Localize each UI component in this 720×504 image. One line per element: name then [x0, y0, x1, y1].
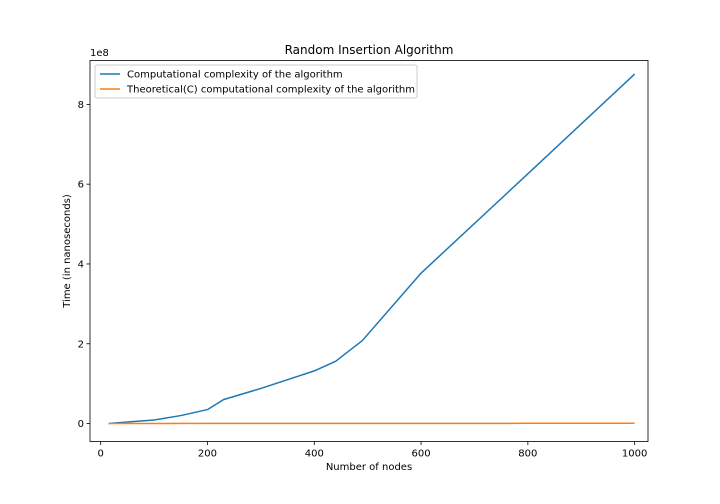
x-tick-label: 800 [518, 449, 537, 460]
chart-title: Random Insertion Algorithm [285, 43, 454, 57]
legend: Computational complexity of the algorith… [94, 64, 418, 99]
plot-area: 0 200 400 600 800 1000 0 2 4 6 8 [78, 73, 647, 460]
y-tick-label: 4 [78, 259, 84, 270]
x-tick-label: 1000 [622, 449, 647, 460]
legend-entry-series-0: Computational complexity of the algorith… [127, 70, 343, 81]
legend-entry-series-1: Theoretical(C) computational complexity … [126, 85, 415, 96]
plot-frame [89, 60, 649, 442]
x-axis-label: Number of nodes [326, 462, 412, 473]
x-tick-label: 0 [97, 449, 103, 460]
y-axis-label: Time (in nanoseconds) [62, 194, 73, 309]
x-tick-label: 400 [305, 449, 324, 460]
x-tick-label: 200 [198, 449, 217, 460]
series-line-0 [108, 73, 636, 425]
y-offset-label: 1e8 [90, 48, 109, 59]
y-tick-label: 2 [78, 339, 84, 350]
y-tick-label: 8 [78, 100, 84, 111]
legend-box [94, 64, 418, 99]
y-tick-label: 6 [78, 180, 84, 191]
y-tick-label: 0 [78, 419, 84, 430]
x-tick-label: 600 [412, 449, 431, 460]
